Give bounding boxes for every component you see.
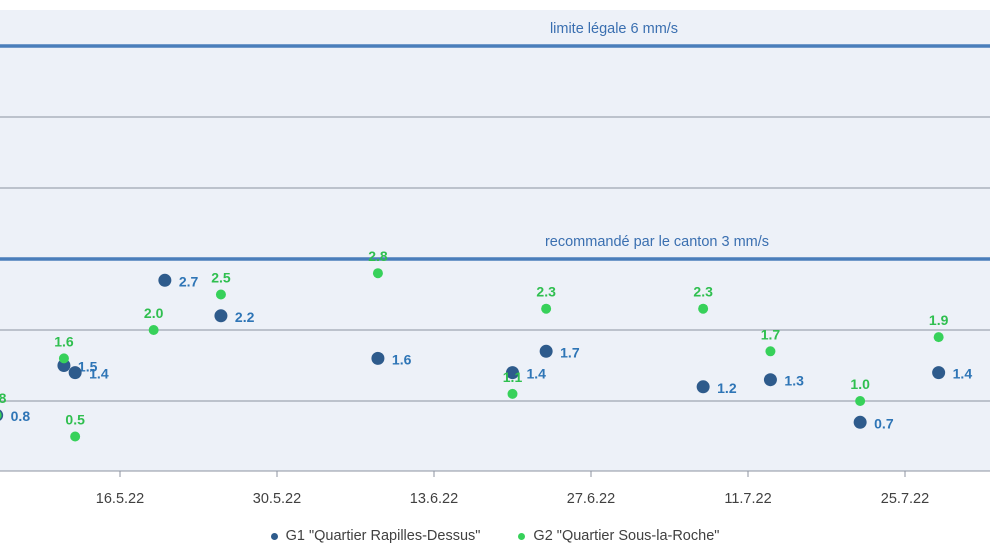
g2-point <box>58 353 69 364</box>
reference-line-label: recommandé par le canton 3 mm/s <box>545 234 769 250</box>
g2-point <box>507 388 518 399</box>
g2-point <box>541 303 552 314</box>
g2-data-label: 2.0 <box>144 305 164 321</box>
g1-data-label: 1.4 <box>89 366 109 382</box>
g2-data-label: 2.3 <box>536 284 556 300</box>
g2-data-label: 1.9 <box>929 312 949 328</box>
x-axis: 16.5.22 30.5.22 13.6.22 27.6.22 11.7.22 25.7.… <box>0 470 990 507</box>
x-tick-label: 13.6.22 <box>410 491 458 507</box>
x-tick-label: 25.7.22 <box>881 491 929 507</box>
g1-data-label: 1.2 <box>717 380 737 396</box>
g2-data-label: 0.5 <box>65 412 85 428</box>
g2-data-label: 2.3 <box>693 284 713 300</box>
g1-point <box>158 273 172 287</box>
g1-point <box>371 351 385 365</box>
x-tick-label: 16.5.22 <box>96 491 144 507</box>
g1-point <box>214 309 228 323</box>
g2-point <box>765 346 776 357</box>
g1-point <box>696 380 710 394</box>
g2-point <box>148 325 159 335</box>
g2-point <box>855 396 866 406</box>
g2-point <box>933 332 944 343</box>
reference-lines: limite légale 6 mm/s recommandé par le ca… <box>0 21 990 261</box>
g1-data-label: 1.4 <box>527 366 547 382</box>
g1-data-label: 0.8 <box>11 408 31 424</box>
g2-data-label: 1.1 <box>503 369 523 385</box>
g1-data-label: 1.3 <box>784 373 804 389</box>
g1-data-label: 0.7 <box>874 415 894 431</box>
legend-marker-g2 <box>518 532 526 540</box>
g1-data-label: 1.4 <box>953 366 973 382</box>
g1-data-label: 2.2 <box>235 309 255 325</box>
g2-data-label: 2.5 <box>211 270 231 286</box>
data-points: 0.81.51.42.72.21.61.41.71.21.30.71.40.81… <box>0 248 973 442</box>
g1-point <box>853 415 867 429</box>
x-tick-label: 30.5.22 <box>253 491 301 507</box>
g1-data-label: 2.7 <box>179 273 199 289</box>
g2-point <box>372 268 383 279</box>
g1-point <box>57 359 71 372</box>
g2-point <box>698 303 709 314</box>
g1-point <box>763 373 777 387</box>
legend-marker-g1 <box>270 532 278 540</box>
plot-area <box>0 10 990 471</box>
g2-point <box>215 289 226 300</box>
g1-data-label: 1.6 <box>392 351 412 367</box>
legend-label-g2: G2 "Quartier Sous-la-Roche" <box>533 528 720 544</box>
g1-data-label: 1.5 <box>78 359 98 375</box>
g2-data-label: 1.7 <box>761 326 781 342</box>
legend-label-g1: G1 "Quartier Rapilles-Dessus" <box>285 528 481 544</box>
g2-data-label: 1.0 <box>850 376 870 392</box>
g2-point <box>0 411 2 419</box>
g1-data-label: 1.7 <box>560 344 580 360</box>
g1-point <box>68 366 82 380</box>
g2-data-label: 2.8 <box>368 248 388 264</box>
g1-point <box>932 366 946 380</box>
g1-point <box>539 344 553 358</box>
x-tick-label: 27.6.22 <box>567 491 615 507</box>
g1-point <box>506 366 519 380</box>
legend-item-g2: G2 "Quartier Sous-la-Roche" <box>518 526 719 546</box>
g2-data-label: 0.8 <box>0 390 7 406</box>
reference-line-label: limite légale 6 mm/s <box>550 21 678 37</box>
gridlines <box>0 116 990 402</box>
g2-data-label: 1.6 <box>54 333 74 349</box>
legend-item-g1: G1 "Quartier Rapilles-Dessus" <box>270 526 481 546</box>
x-tick-label: 11.7.22 <box>724 491 771 507</box>
g2-point <box>70 431 81 442</box>
legend: G1 "Quartier Rapilles-Dessus" G2 "Quarti… <box>0 526 990 546</box>
